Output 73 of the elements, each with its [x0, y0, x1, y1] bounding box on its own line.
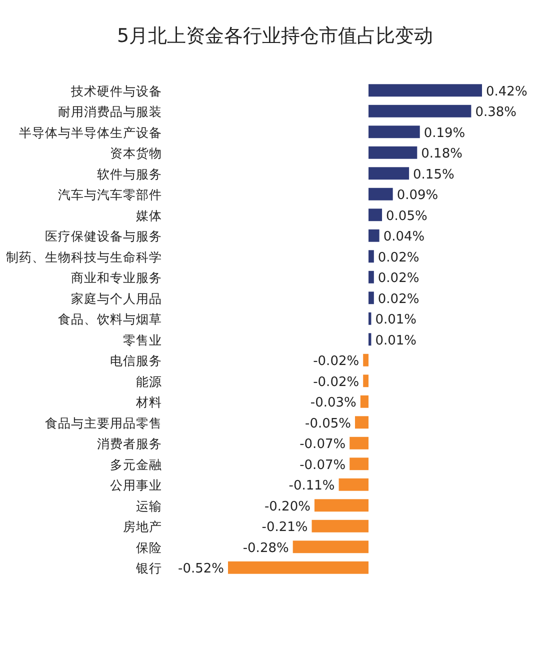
y-tick-label: 食品与主要用品零售 [45, 415, 162, 430]
bar [368, 250, 374, 263]
bar [314, 499, 369, 512]
bar [368, 229, 380, 242]
y-tick-label: 零售业 [123, 332, 162, 348]
bar [363, 354, 369, 366]
y-tick-label: 公用事业 [110, 478, 162, 493]
bar [312, 520, 369, 532]
y-tick-label: 材料 [135, 394, 162, 410]
data-label: -0.21% [262, 520, 308, 536]
data-label: -0.20% [264, 499, 310, 514]
bar [360, 395, 369, 408]
y-tick-label: 资本货物 [110, 146, 162, 161]
data-label: 0.01% [375, 312, 417, 328]
bar [368, 126, 420, 138]
bar [368, 312, 372, 325]
y-tick-label: 软件与服务 [97, 166, 162, 182]
y-tick-label: 电信服务 [110, 353, 162, 368]
data-label: -0.02% [313, 374, 360, 390]
bar [350, 436, 369, 450]
y-tick-label: 保险 [136, 540, 162, 555]
y-tick-label: 耐用消费品与服装 [58, 104, 162, 120]
data-label: -0.52% [178, 562, 224, 577]
bar [355, 416, 369, 429]
data-label: 0.02% [378, 292, 420, 307]
bar [368, 104, 472, 118]
bar [368, 292, 374, 304]
data-label: 0.42% [486, 84, 528, 100]
data-label: -0.07% [300, 437, 346, 452]
y-tick-label: 商业和专业服务 [71, 270, 162, 286]
bar [368, 84, 482, 97]
y-tick-label: 汽车与汽车零部件 [58, 187, 162, 202]
data-label: 0.04% [383, 230, 425, 245]
data-label: 0.38% [475, 105, 517, 120]
data-label: 0.05% [386, 208, 428, 224]
chart-title: 5月北上资金各行业持仓市值占比变动 [116, 25, 434, 47]
y-tick-label: 医疗保健设备与服务 [45, 228, 162, 244]
data-label: -0.03% [310, 396, 356, 411]
y-tick-label: 银行 [135, 560, 162, 576]
y-tick-label: 半导体与半导体生产设备 [19, 124, 162, 140]
y-tick-label: 运输 [136, 498, 162, 514]
data-label: 0.01% [375, 333, 417, 348]
data-label: -0.07% [300, 458, 346, 473]
y-tick-label: 能源 [136, 374, 162, 389]
bar [292, 540, 369, 554]
data-label: -0.28% [242, 540, 289, 556]
data-label: 0.19% [424, 126, 466, 141]
bar [368, 167, 410, 180]
data-label: 0.15% [413, 167, 454, 182]
data-label: 0.18% [421, 146, 462, 162]
y-tick-label: 家庭与个人用品 [71, 290, 162, 306]
bar [363, 374, 369, 388]
data-label: 0.02% [378, 271, 420, 286]
bar [350, 458, 369, 470]
y-tick-label: 媒体 [136, 208, 162, 223]
y-tick-label: 食品、饮料与烟草 [58, 312, 162, 327]
y-tick-label: 房地产 [123, 519, 162, 534]
y-tick-label: 技术硬件与设备 [70, 83, 162, 98]
bar [228, 561, 369, 574]
data-label: 0.02% [378, 250, 420, 266]
bar [338, 478, 369, 491]
data-label: -0.02% [313, 354, 360, 370]
data-label: -0.11% [288, 478, 335, 494]
y-tick-label: 多元金融 [110, 456, 162, 472]
y-tick-label: 制药、生物科技与生命科学 [6, 249, 162, 264]
bar [368, 333, 372, 346]
data-label: -0.05% [305, 416, 351, 432]
bar [368, 270, 374, 284]
bar [368, 188, 393, 200]
bar [368, 146, 418, 159]
bar [368, 208, 382, 222]
y-tick-label: 消费者服务 [97, 436, 162, 452]
data-label: 0.09% [396, 188, 438, 204]
